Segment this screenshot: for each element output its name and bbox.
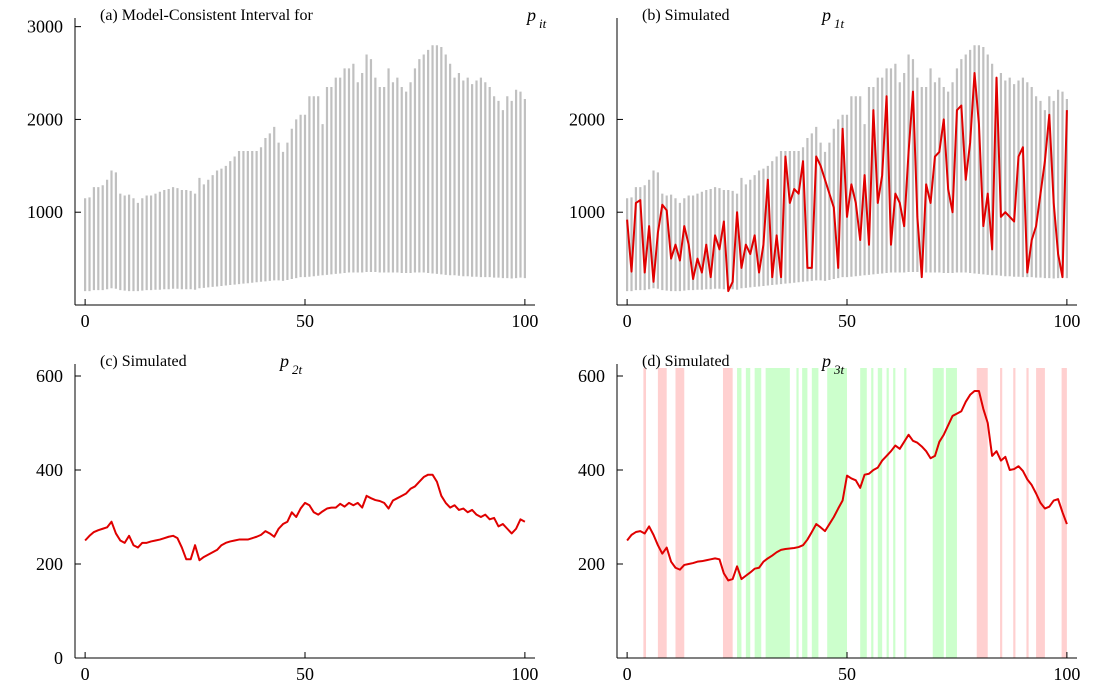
shaded-band (1061, 368, 1067, 658)
title-symbol: p (278, 351, 289, 371)
panel: 1000 2000 3000 0 50 100 (a) Model-Consistent I… (27, 5, 547, 331)
x-tick-label: 100 (1053, 311, 1080, 331)
shaded-band (904, 368, 907, 658)
title-symbol: p (820, 5, 831, 25)
shaded-band (877, 368, 883, 658)
title-subscript: 1t (834, 16, 845, 31)
shaded-band (657, 368, 667, 658)
y-tick-label: 200 (578, 554, 605, 574)
shaded-band (1000, 368, 1003, 658)
title-subscript: it (539, 16, 547, 31)
shaded-band (871, 368, 874, 658)
y-tick-label: 2000 (27, 109, 63, 129)
shaded-band (945, 368, 957, 658)
shaded-band (860, 368, 867, 658)
title-subscript: 2t (292, 362, 303, 377)
series-line (84, 473, 526, 562)
shaded-band (811, 368, 819, 658)
y-tick-label: 400 (578, 460, 605, 480)
y-tick-label: 1000 (27, 202, 63, 222)
panel-title: (b) Simulated (642, 7, 730, 24)
y-tick-label: 3000 (27, 17, 63, 37)
shaded-band (932, 368, 944, 658)
x-tick-label: 50 (296, 311, 314, 331)
y-tick-label: 400 (36, 460, 63, 480)
panel: 1000 2000 0 50 100 (b) Simulated p 1t (569, 5, 1080, 331)
y-tick-label: 0 (54, 648, 63, 668)
shaded-band (754, 368, 762, 658)
shaded-band (1036, 368, 1045, 658)
shaded-band (893, 368, 896, 658)
shaded-band (796, 368, 799, 658)
shaded-band (886, 368, 889, 658)
panel-title: (c) Simulated (100, 353, 187, 370)
shaded-band (745, 368, 751, 658)
x-tick-label: 50 (838, 664, 856, 684)
shaded-band (722, 368, 733, 658)
y-tick-label: 600 (578, 366, 605, 386)
title-symbol: p (525, 5, 536, 25)
title-symbol: p (820, 351, 831, 371)
shaded-band (765, 368, 790, 658)
x-tick-label: 100 (511, 311, 538, 331)
shaded-band (1013, 368, 1016, 658)
x-tick-label: 0 (623, 664, 632, 684)
x-tick-label: 0 (81, 664, 90, 684)
series-line (626, 72, 1068, 293)
x-tick-label: 100 (1053, 664, 1080, 684)
x-tick-label: 50 (838, 311, 856, 331)
x-tick-label: 100 (511, 664, 538, 684)
x-tick-label: 50 (296, 664, 314, 684)
shaded-band (976, 368, 988, 658)
y-tick-label: 1000 (569, 202, 605, 222)
series-line (626, 390, 1068, 582)
panel: 200 400 600 0 50 100 (d) Simulated p 3t (578, 351, 1080, 684)
panel-title: (d) Simulated (642, 353, 730, 370)
shaded-band (1026, 368, 1029, 658)
panel: 0 200 400 600 0 50 100 (c) Simulated p 2t (36, 351, 538, 684)
y-tick-label: 200 (36, 554, 63, 574)
shaded-band (643, 368, 647, 658)
x-tick-label: 0 (81, 311, 90, 331)
panel-title: (a) Model-Consistent Interval for (100, 7, 314, 24)
y-tick-label: 2000 (569, 109, 605, 129)
x-tick-label: 0 (623, 311, 632, 331)
title-subscript: 3t (833, 362, 845, 377)
shaded-band (737, 368, 742, 658)
shaded-band (827, 368, 847, 658)
y-tick-label: 600 (36, 366, 63, 386)
shaded-band (802, 368, 808, 658)
shaded-band (675, 368, 685, 658)
